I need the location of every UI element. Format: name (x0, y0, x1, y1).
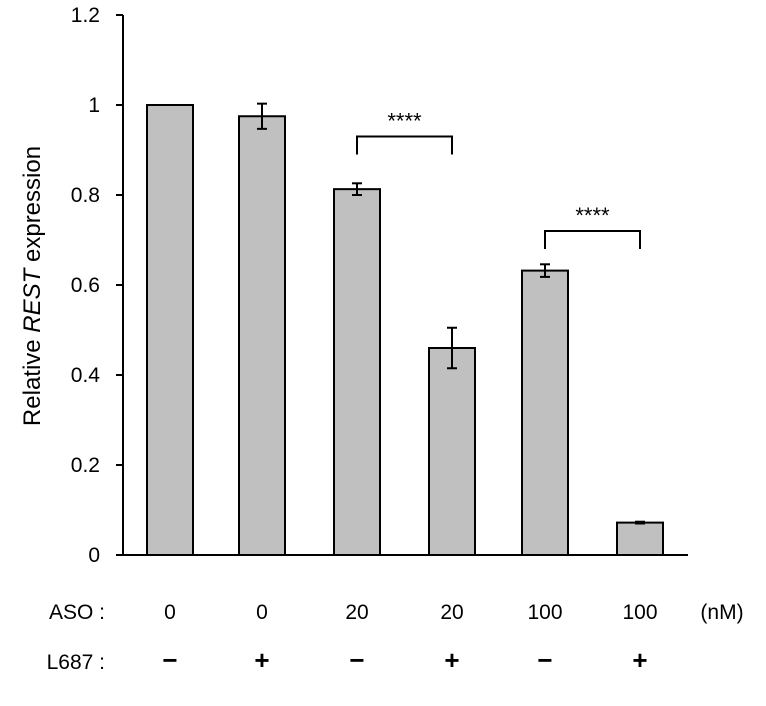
aso-dose-label: 0 (256, 601, 268, 624)
treatment-rows: ASO : 0 0 20 20 100 100 (nM) L687 : − + − + − + (47, 601, 744, 675)
y-tick-label: 1 (88, 94, 100, 117)
bar (428, 347, 476, 556)
aso-unit-label: (nM) (700, 601, 743, 624)
aso-dose-label: 100 (622, 601, 657, 624)
bar (333, 188, 381, 556)
aso-dose-label: 0 (164, 601, 176, 624)
significance-brackets: **** **** (356, 109, 641, 249)
significance-label: **** (575, 203, 610, 228)
y-tick-label: 0.6 (71, 274, 100, 297)
bars (146, 104, 664, 556)
l687-sign-label: + (632, 645, 647, 675)
aso-dose-label: 100 (527, 601, 562, 624)
significance-bracket (544, 230, 641, 249)
bar (616, 521, 664, 556)
y-tick-label: 0 (88, 544, 100, 567)
y-axis-label-gene: REST (19, 266, 46, 332)
bar (238, 115, 286, 556)
y-axis-label-prefix: Relative (19, 333, 46, 426)
significance-bracket (356, 135, 453, 155)
l687-sign-label: + (254, 645, 269, 675)
l687-sign-label: + (444, 645, 459, 675)
y-tick-label: 0.8 (71, 184, 100, 207)
y-axis-label-suffix: expression (19, 146, 46, 269)
axes: 0 0.2 0.4 0.6 0.8 1 1.2 (71, 4, 688, 567)
l687-row-label: L687 : (47, 651, 105, 674)
l687-sign-label: − (162, 645, 177, 675)
y-axis-label: Relative REST expression (19, 146, 46, 426)
aso-dose-label: 20 (345, 601, 368, 624)
aso-dose-label: 20 (440, 601, 463, 624)
aso-row-label: ASO : (49, 601, 105, 624)
y-tick-label: 0.4 (71, 364, 101, 387)
y-tick-label: 1.2 (71, 4, 100, 27)
significance-label: **** (387, 109, 422, 134)
l687-sign-label: − (537, 645, 552, 675)
bar (146, 104, 194, 556)
bar (521, 269, 569, 556)
l687-sign-label: − (349, 645, 364, 675)
error-bars (257, 102, 645, 525)
y-tick-label: 0.2 (71, 454, 100, 477)
